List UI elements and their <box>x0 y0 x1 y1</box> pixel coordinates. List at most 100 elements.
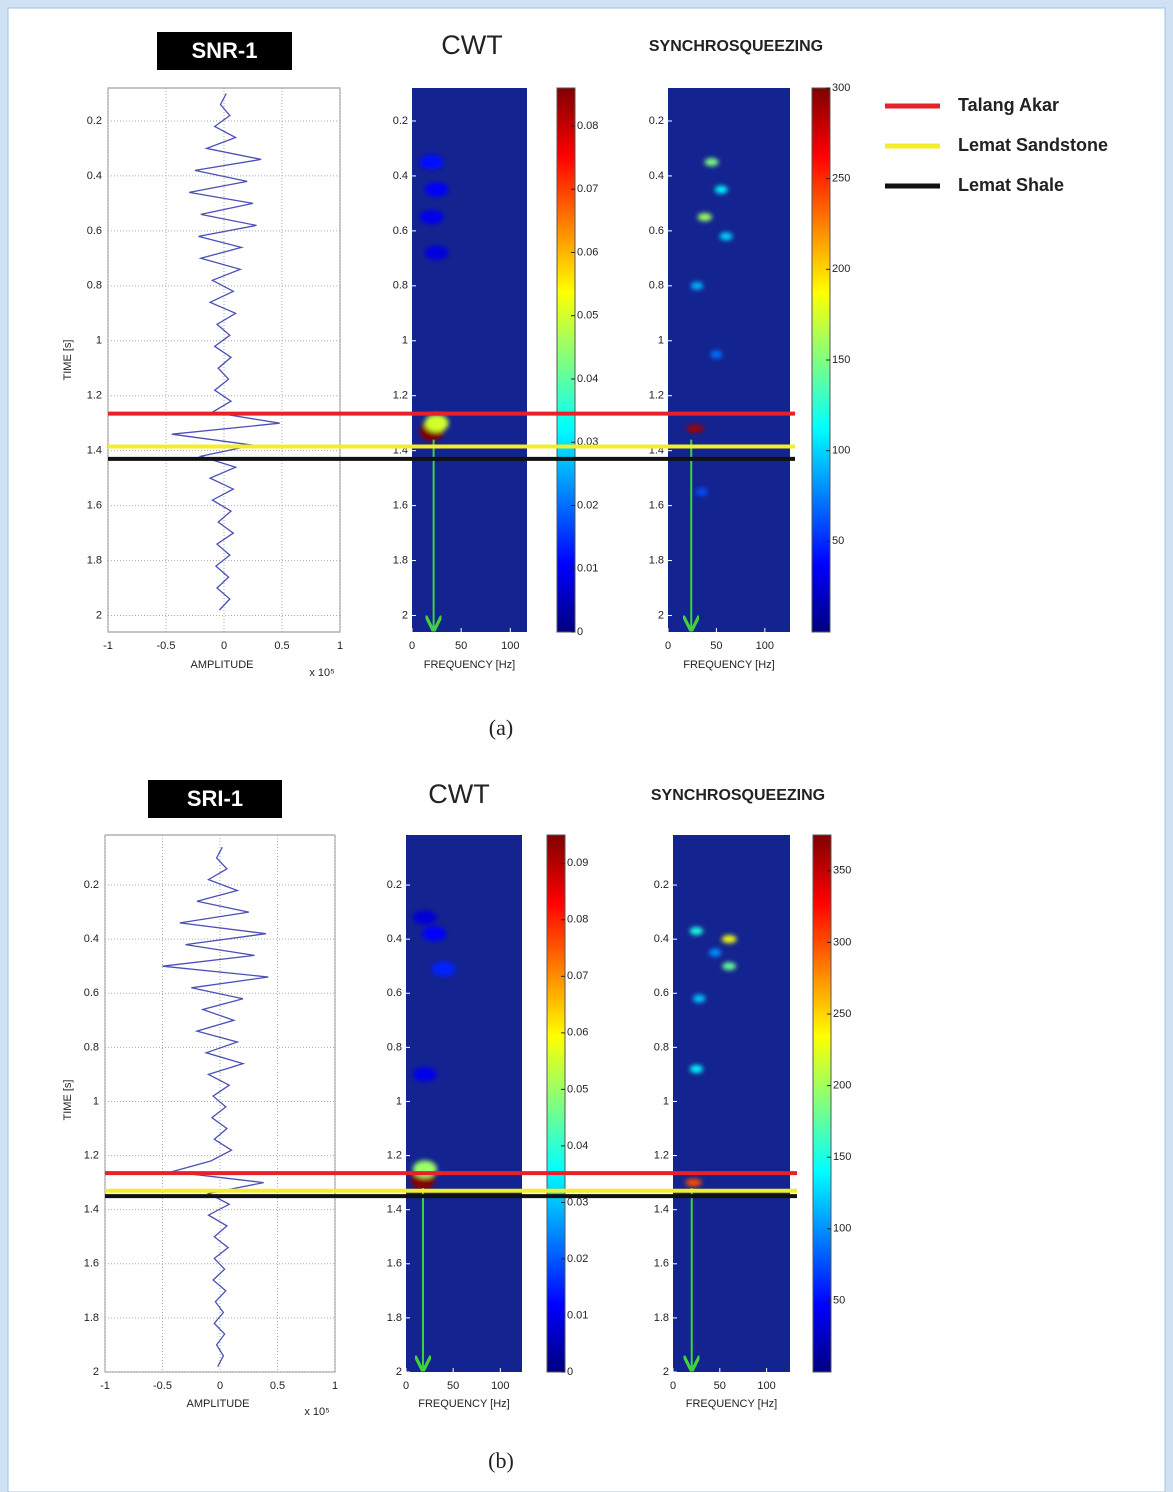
y-tick-label: 1.2 <box>393 390 408 402</box>
colorbar-tick-label: 250 <box>833 1008 851 1020</box>
x-tick-label: -1 <box>100 1380 110 1392</box>
y-tick-label: 2 <box>663 1366 669 1378</box>
y-tick-label: 0.6 <box>84 987 99 999</box>
axis-multiplier: x 10⁵ <box>304 1406 329 1418</box>
y-tick-label: 0.4 <box>649 170 664 182</box>
y-tick-label: 1.6 <box>393 500 408 512</box>
y-tick-label: 0.8 <box>84 1041 99 1053</box>
y-tick-label: 0.8 <box>654 1041 669 1053</box>
y-tick-label: 0.2 <box>87 115 102 127</box>
trace-line <box>162 846 269 1367</box>
colorbar-tick-label: 50 <box>833 1294 845 1306</box>
colorbar <box>556 87 576 633</box>
y-tick-label: 2 <box>93 1366 99 1378</box>
heatmap-spot <box>424 182 449 198</box>
colorbar-tick-label: 100 <box>832 445 850 457</box>
y-tick-label: 1.2 <box>84 1149 99 1161</box>
chart-title: CWT <box>441 30 502 60</box>
y-tick-label: 1.4 <box>87 445 102 457</box>
colorbar-tick-label: 0.05 <box>567 1083 588 1095</box>
y-tick-label: 1.8 <box>387 1312 402 1324</box>
heatmap-layer <box>686 158 733 496</box>
x-tick-label: 50 <box>714 1380 726 1392</box>
y-tick-label: 0.6 <box>649 225 664 237</box>
colorbar-tick-label: 50 <box>832 535 844 547</box>
chart-title: SYNCHROSQUEEZING <box>651 787 825 804</box>
y-tick-label: 1.4 <box>387 1204 402 1216</box>
x-tick-label: -1 <box>103 640 113 652</box>
legend-label: Lemat Shale <box>958 175 1064 195</box>
heatmap-spot <box>424 414 449 432</box>
y-tick-label: 1.2 <box>387 1149 402 1161</box>
y-tick-label: 0.6 <box>387 987 402 999</box>
y-tick-label: 1 <box>93 1095 99 1107</box>
well-name: SNR-1 <box>191 38 257 63</box>
y-tick-label: 1.6 <box>87 500 102 512</box>
chart-title: CWT <box>428 779 489 809</box>
y-tick-label: 1.4 <box>654 1204 669 1216</box>
heatmap-spot <box>721 935 737 944</box>
axis-multiplier: x 10⁵ <box>309 667 334 679</box>
x-tick-label: -0.5 <box>153 1380 172 1392</box>
y-tick-label: 1.6 <box>649 500 664 512</box>
well-box <box>148 780 282 818</box>
heatmap-layer <box>419 154 449 442</box>
x-tick-label: -0.5 <box>157 640 176 652</box>
x-axis-label: AMPLITUDE <box>191 659 254 671</box>
heatmap-spot <box>412 1067 437 1082</box>
heatmap-spot <box>722 962 737 971</box>
heatmap-spot <box>710 350 723 359</box>
colorbar-tick-label: 0.06 <box>577 246 598 258</box>
heatmap-area <box>412 88 527 632</box>
heatmap-spot <box>719 232 733 241</box>
heatmap-spot <box>412 910 437 925</box>
colorbar-tick-label: 0.04 <box>567 1140 588 1152</box>
colorbar-tick-label: 300 <box>833 936 851 948</box>
y-tick-label: 0.6 <box>87 225 102 237</box>
y-tick-label: 1.8 <box>654 1312 669 1324</box>
colorbar-tick-label: 0.07 <box>567 970 588 982</box>
y-tick-label: 1.8 <box>87 554 102 566</box>
y-tick-label: 1.4 <box>84 1204 99 1216</box>
colorbar-tick-label: 0 <box>577 626 583 638</box>
x-tick-label: 0 <box>217 1380 223 1392</box>
legend-label: Talang Akar <box>958 95 1059 115</box>
y-tick-label: 0.2 <box>387 879 402 891</box>
heatmap-spot <box>424 245 449 261</box>
x-axis-label: FREQUENCY [Hz] <box>683 659 774 671</box>
colorbar-tick-label: 0.05 <box>577 310 598 322</box>
heatmap-spot <box>692 994 706 1003</box>
y-tick-label: 0.6 <box>393 225 408 237</box>
heatmap-spot <box>714 185 728 194</box>
colorbar-tick-label: 0.02 <box>577 499 598 511</box>
x-tick-label: 0 <box>670 1380 676 1392</box>
x-tick-label: 100 <box>501 640 519 652</box>
y-tick-label: 1 <box>663 1095 669 1107</box>
colorbar-tick-label: 100 <box>833 1223 851 1235</box>
x-tick-label: 0 <box>409 640 415 652</box>
y-tick-label: 0.6 <box>654 987 669 999</box>
y-tick-label: 0.2 <box>393 115 408 127</box>
y-tick-label: 0.8 <box>387 1041 402 1053</box>
x-axis-label: FREQUENCY [Hz] <box>424 659 515 671</box>
x-tick-label: 0.5 <box>274 640 289 652</box>
y-tick-label: 0.2 <box>654 879 669 891</box>
x-axis-label: FREQUENCY [Hz] <box>686 1398 777 1410</box>
y-tick-label: 0.4 <box>387 933 402 945</box>
x-tick-label: 50 <box>447 1380 459 1392</box>
y-tick-label: 1.2 <box>649 390 664 402</box>
heatmap-layer <box>685 927 737 1187</box>
x-tick-label: 1 <box>337 640 343 652</box>
colorbar-tick-label: 250 <box>832 173 850 185</box>
y-tick-label: 0.8 <box>87 280 102 292</box>
x-tick-label: 100 <box>757 1380 775 1392</box>
y-axis-label: TIME [s] <box>62 340 74 381</box>
chart-title: SYNCHROSQUEEZING <box>649 38 823 55</box>
y-tick-label: 0.8 <box>649 280 664 292</box>
colorbar-tick-label: 350 <box>833 865 851 877</box>
legend-label: Lemat Sandstone <box>958 135 1108 155</box>
colorbar-tick-label: 300 <box>832 82 850 94</box>
heatmap-spot <box>689 927 704 936</box>
y-tick-label: 0.4 <box>654 933 669 945</box>
